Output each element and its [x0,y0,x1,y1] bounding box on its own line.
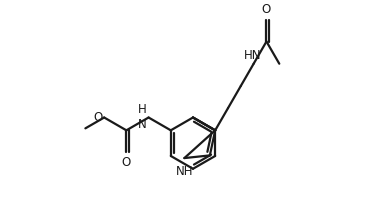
Text: O: O [262,3,271,16]
Text: O: O [122,156,131,169]
Text: NH: NH [175,165,193,178]
Text: HN: HN [244,49,262,62]
Text: H
N: H N [138,103,147,131]
Text: O: O [93,111,102,124]
